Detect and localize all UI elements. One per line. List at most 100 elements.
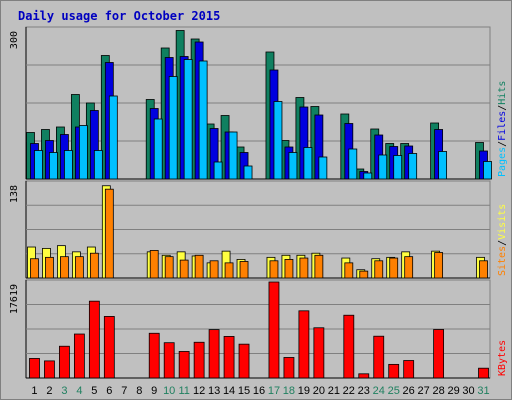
bar-pages-day-28	[438, 151, 448, 180]
x-tick-label-31: 31	[477, 385, 489, 397]
bar-kbytes-day-14	[223, 336, 235, 379]
bar-kbytes-day-6	[103, 316, 115, 379]
bar-sites-day-14	[224, 262, 234, 279]
bar-sites-day-6	[104, 188, 114, 279]
bar-pages-day-12	[198, 60, 208, 180]
bar-pages-day-2	[49, 152, 58, 180]
bar-pages-day-9	[153, 118, 163, 180]
bar-pages-day-4	[78, 125, 88, 180]
bar-sites-day-23	[359, 270, 369, 279]
x-tick-label-22: 22	[343, 385, 355, 397]
bar-kbytes-day-28	[433, 329, 445, 379]
x-tick-label-12: 12	[193, 385, 205, 397]
bar-kbytes-day-3	[59, 345, 70, 379]
bar-kbytes-day-23	[358, 373, 370, 379]
x-tick-label-17: 17	[268, 385, 280, 397]
bar-kbytes-day-31	[478, 367, 489, 379]
bar-kbytes-day-22	[343, 314, 355, 379]
bar-pages-day-10	[168, 76, 178, 180]
bar-pages-day-13	[213, 161, 223, 180]
series-axis-label-part: Visits	[497, 204, 508, 240]
bar-pages-day-3	[64, 150, 73, 180]
x-tick-label-18: 18	[283, 385, 295, 397]
x-tick-label-24: 24	[373, 385, 385, 397]
series-axis-label-part: /	[497, 141, 508, 147]
bar-kbytes-day-25	[388, 363, 400, 379]
x-tick-label-13: 13	[208, 385, 220, 397]
x-tick-label-16: 16	[253, 385, 265, 397]
bar-kbytes-day-10	[163, 342, 175, 379]
bar-pages-day-18	[288, 152, 298, 180]
bar-sites-day-24	[374, 260, 384, 279]
bar-sites-day-3	[60, 256, 69, 279]
bar-sites-day-2	[45, 256, 54, 279]
bar-pages-day-19	[303, 147, 313, 180]
x-tick-label-6: 6	[106, 385, 112, 397]
bar-pages-day-26	[408, 153, 418, 180]
bar-pages-day-25	[393, 155, 403, 180]
bar-pages-day-17	[273, 101, 283, 180]
series-axis-label-part: Hits	[497, 81, 508, 105]
series-axis-label-part: Sites	[497, 246, 508, 276]
bar-kbytes-day-2	[44, 360, 55, 379]
x-tick-label-9: 9	[151, 385, 157, 397]
x-tick-label-4: 4	[76, 385, 82, 397]
bar-sites-day-31	[479, 260, 488, 279]
bar-pages-day-23	[363, 172, 373, 180]
series-axis-label-part: Files	[497, 111, 508, 141]
series-axis-label-part: KBytes	[497, 340, 508, 376]
bar-sites-day-20	[314, 254, 324, 279]
bar-pages-day-24	[378, 154, 388, 180]
bar-pages-day-15	[243, 165, 253, 180]
bar-sites-day-18	[284, 259, 294, 279]
bar-sites-day-17	[269, 260, 279, 279]
ymax-label-2: 17619	[9, 284, 20, 314]
bar-pages-day-14	[228, 131, 238, 180]
bar-pages-day-1	[34, 150, 43, 180]
bar-kbytes-day-11	[178, 351, 190, 379]
bar-sites-day-19	[299, 257, 309, 279]
series-axis-label-part: /	[497, 105, 508, 111]
bar-kbytes-day-4	[73, 333, 85, 379]
bar-kbytes-day-19	[298, 310, 310, 379]
bar-sites-day-10	[164, 256, 174, 279]
bar-kbytes-day-9	[148, 332, 160, 379]
bar-kbytes-day-17	[268, 281, 280, 379]
bar-kbytes-day-26	[403, 360, 415, 379]
bar-sites-day-5	[89, 252, 99, 279]
bar-kbytes-day-20	[313, 327, 325, 379]
ymax-label-0: 300	[9, 31, 20, 49]
x-tick-label-25: 25	[388, 385, 400, 397]
bar-sites-day-15	[239, 261, 249, 279]
series-axis-label-part: Pages	[497, 147, 508, 177]
bar-sites-day-12	[194, 254, 204, 279]
series-axis-label-0: Pages/Files/Hits	[497, 81, 508, 177]
bar-sites-day-13	[209, 260, 219, 279]
bar-kbytes-day-13	[208, 329, 220, 379]
x-tick-label-28: 28	[432, 385, 444, 397]
x-tick-label-27: 27	[418, 385, 430, 397]
bar-sites-day-4	[74, 256, 84, 279]
x-tick-label-14: 14	[223, 385, 235, 397]
x-tick-label-30: 30	[462, 385, 474, 397]
x-tick-label-26: 26	[403, 385, 415, 397]
x-tick-label-19: 19	[298, 385, 310, 397]
bar-kbytes-day-24	[373, 335, 385, 379]
bar-pages-day-20	[318, 156, 328, 180]
bar-kbytes-day-12	[193, 341, 205, 379]
bar-sites-day-25	[389, 257, 399, 279]
bar-sites-day-9	[149, 250, 159, 279]
bar-sites-day-11	[179, 259, 189, 279]
x-tick-label-2: 2	[46, 385, 52, 397]
bar-pages-day-5	[93, 150, 103, 180]
bar-kbytes-day-1	[29, 358, 40, 379]
x-tick-label-23: 23	[358, 385, 370, 397]
x-tick-label-20: 20	[313, 385, 325, 397]
x-tick-label-8: 8	[136, 385, 142, 397]
series-axis-label-2: KBytes	[497, 340, 508, 376]
bar-sites-day-1	[30, 258, 39, 279]
bar-kbytes-day-5	[88, 300, 100, 379]
bar-kbytes-day-18	[283, 357, 295, 379]
